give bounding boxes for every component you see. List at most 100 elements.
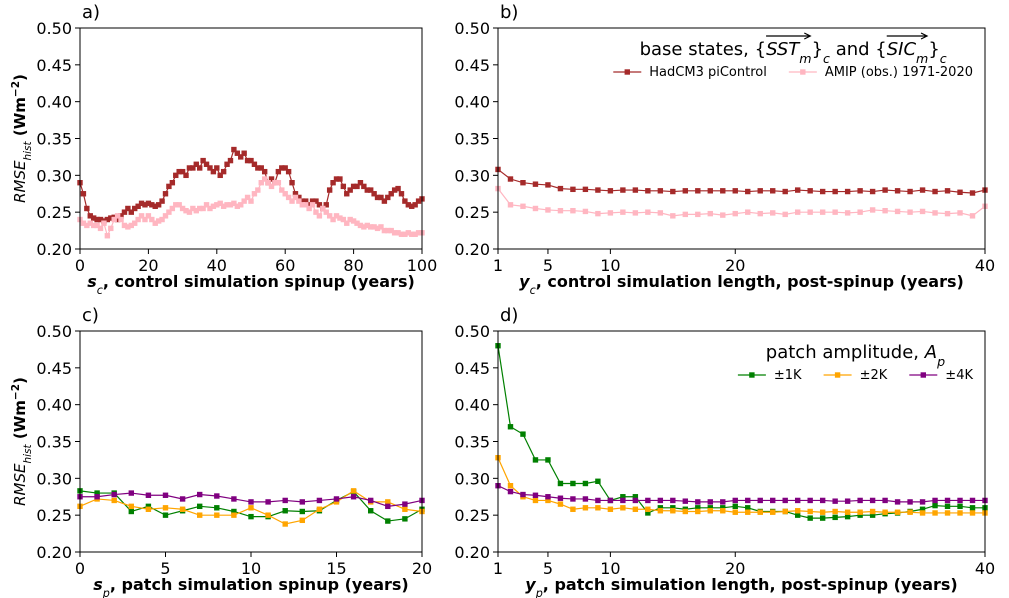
marker: [532, 457, 539, 463]
marker: [101, 220, 107, 226]
marker: [162, 512, 169, 518]
marker: [595, 210, 601, 217]
y-axis-label: RMSEhist (Wm−2): [10, 377, 34, 506]
marker: [757, 210, 763, 217]
marker: [415, 230, 422, 236]
marker: [645, 209, 651, 215]
text-segment: RMSE: [11, 463, 29, 506]
series-line: [497, 188, 986, 217]
y-tick-label: 0.25: [454, 203, 490, 222]
marker: [292, 194, 299, 201]
marker: [248, 513, 254, 520]
marker: [193, 207, 199, 214]
marker: [169, 180, 176, 186]
marker: [385, 518, 391, 524]
marker: [732, 509, 738, 515]
marker: [545, 494, 551, 500]
marker: [844, 509, 851, 515]
marker: [285, 168, 292, 175]
marker: [782, 211, 788, 218]
marker: [832, 498, 838, 504]
marker: [149, 216, 155, 223]
marker: [316, 213, 323, 219]
marker: [657, 188, 664, 194]
marker: [173, 202, 179, 208]
text-segment: and {: [830, 39, 887, 60]
marker: [132, 205, 138, 212]
series-line: [497, 457, 985, 514]
series-line: [497, 485, 985, 503]
text-segment: }: [928, 39, 939, 60]
marker: [220, 203, 227, 209]
marker: [944, 188, 951, 194]
marker: [894, 188, 901, 194]
marker: [125, 205, 131, 212]
text-segment: −2: [10, 81, 22, 97]
axes-frame: [497, 27, 986, 250]
marker: [620, 187, 626, 193]
marker: [90, 222, 97, 229]
marker: [607, 188, 614, 194]
marker: [632, 187, 639, 193]
marker: [374, 225, 381, 232]
marker: [316, 497, 323, 504]
marker: [265, 499, 271, 505]
marker: [361, 183, 367, 190]
marker: [907, 209, 913, 215]
marker: [368, 497, 374, 504]
y-tick-label: 0.45: [454, 359, 490, 378]
marker: [244, 157, 251, 164]
marker: [707, 499, 713, 505]
series-line: [497, 168, 986, 194]
marker: [176, 202, 182, 208]
marker: [282, 165, 288, 171]
y-tick-label: 0.40: [454, 396, 490, 415]
marker: [145, 200, 152, 207]
marker: [347, 216, 353, 223]
marker: [197, 503, 203, 510]
marker: [282, 191, 288, 197]
marker: [894, 208, 901, 215]
marker: [231, 146, 237, 153]
text-segment: s: [87, 272, 97, 291]
marker: [128, 222, 134, 229]
marker: [607, 506, 614, 512]
marker: [190, 205, 196, 212]
marker: [557, 480, 564, 487]
text-segment: A: [924, 342, 937, 363]
marker: [94, 222, 100, 229]
marker: [350, 488, 357, 494]
marker: [595, 478, 601, 484]
marker: [186, 165, 193, 171]
marker: [330, 180, 336, 186]
y-tick-label: 0.50: [454, 19, 490, 38]
marker: [333, 496, 340, 502]
marker: [87, 213, 93, 219]
marker: [670, 505, 676, 511]
marker: [882, 497, 888, 504]
marker: [299, 198, 305, 204]
marker: [402, 198, 408, 204]
marker: [282, 521, 288, 527]
marker: [142, 216, 148, 223]
marker: [932, 188, 938, 195]
marker: [869, 207, 876, 213]
marker: [857, 509, 863, 515]
marker: [409, 231, 415, 237]
marker: [94, 216, 100, 223]
marker: [326, 187, 333, 193]
marker: [857, 512, 863, 518]
legend-label: ±4K: [945, 368, 973, 383]
y-tick-label: 0.45: [454, 56, 490, 75]
marker: [832, 209, 838, 215]
marker: [299, 202, 305, 208]
marker: [794, 497, 801, 504]
marker: [507, 424, 514, 430]
marker: [507, 488, 514, 495]
marker: [670, 508, 676, 514]
text-segment: , patch simulation spinup (years): [110, 575, 409, 594]
y-tick-label: 0.20: [454, 543, 490, 562]
marker: [285, 194, 292, 201]
marker: [969, 213, 976, 219]
marker: [118, 216, 124, 223]
